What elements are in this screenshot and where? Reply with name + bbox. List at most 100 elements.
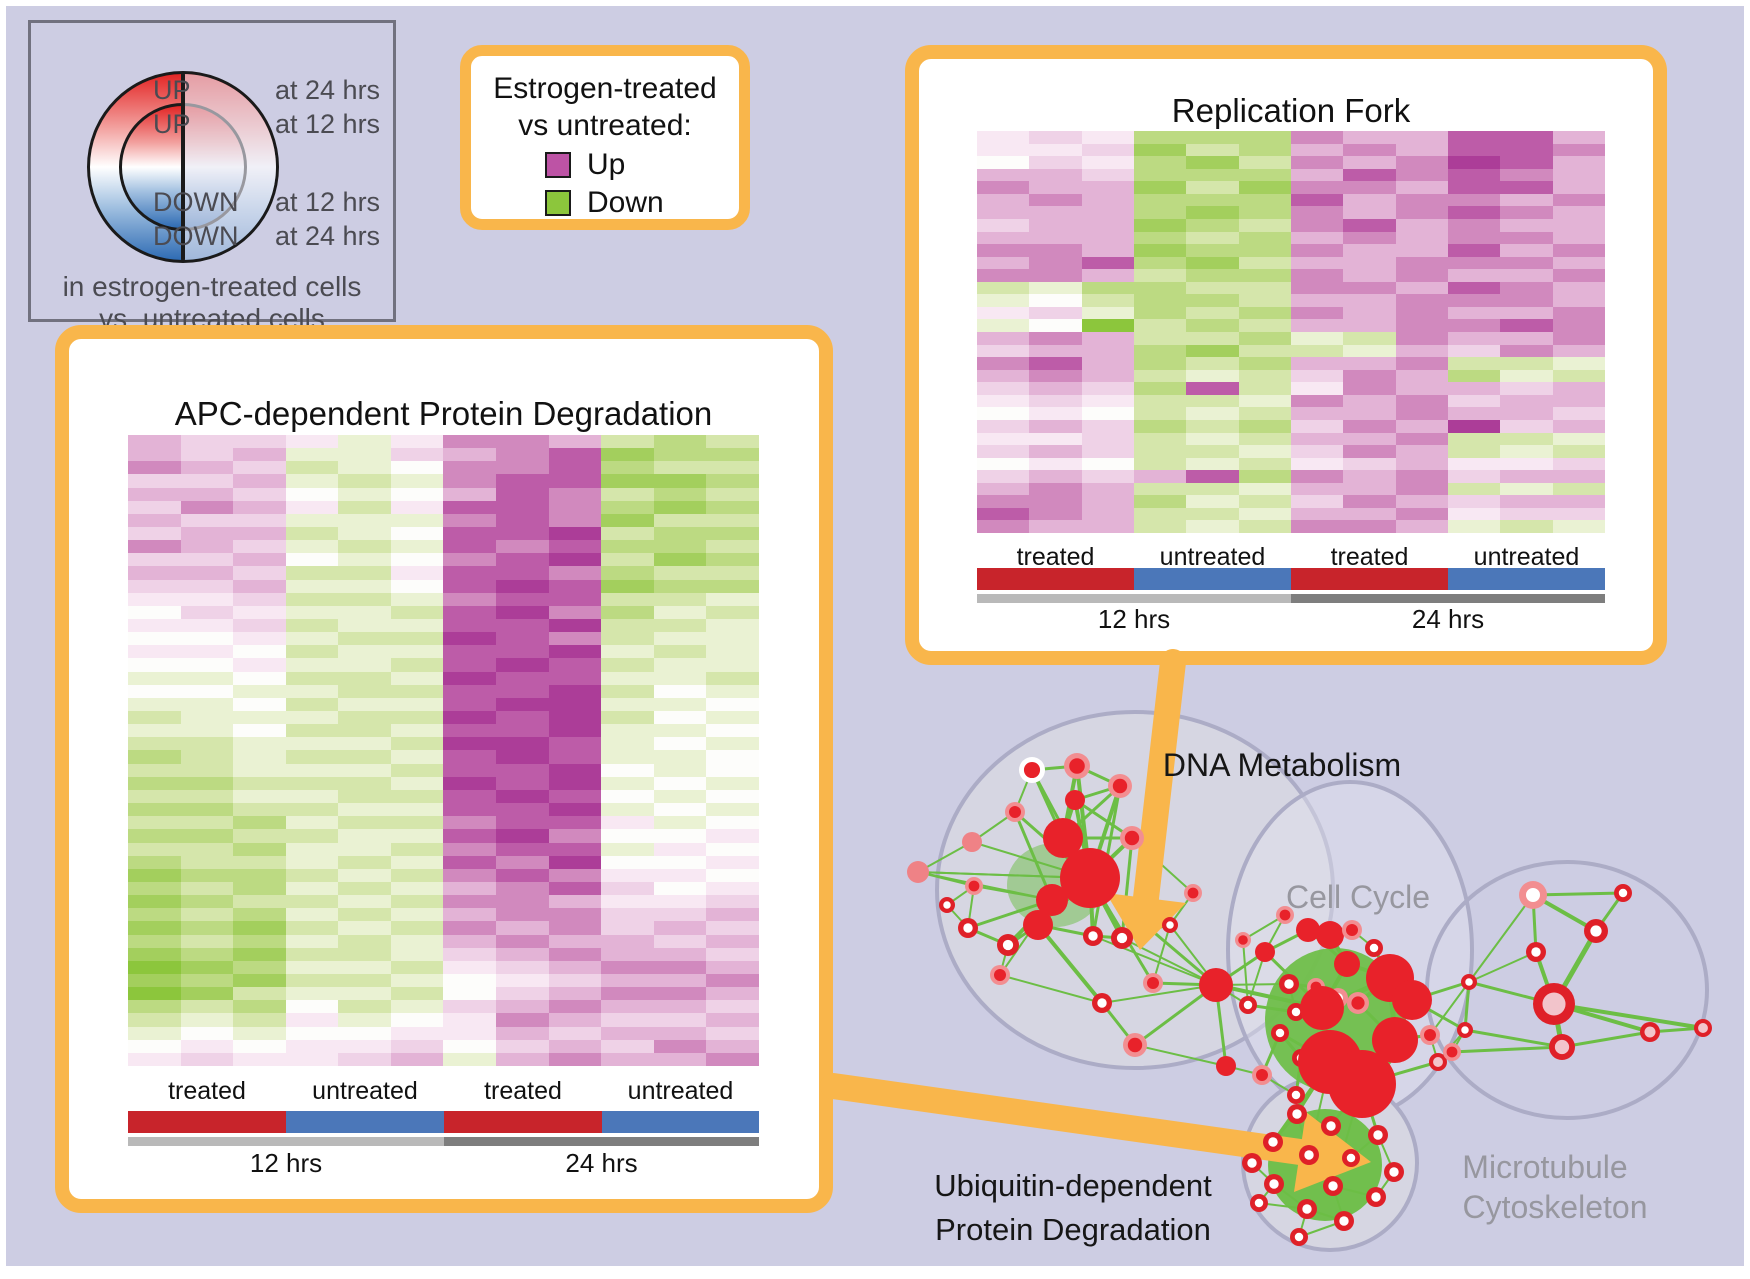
- heatmap-cell: [233, 448, 286, 462]
- heatmap-cell: [180, 829, 234, 843]
- heatmap-cell: [338, 763, 391, 777]
- gene-node: [1302, 1204, 1312, 1214]
- gene-node: [907, 861, 929, 883]
- heatmap-cell: [1238, 218, 1291, 232]
- heatmap-cell: [1343, 407, 1396, 420]
- heatmap-cell: [1081, 231, 1134, 245]
- heatmap-cell: [233, 1026, 286, 1040]
- heatmap-cell: [443, 632, 497, 646]
- heatmap-cell: [443, 658, 497, 672]
- cluster-label: Cytoskeleton: [1463, 1189, 1648, 1225]
- heatmap-cell: [1029, 156, 1082, 169]
- heatmap-cell: [1552, 507, 1605, 521]
- heatmap-cell: [653, 579, 707, 593]
- heatmap-cell: [390, 947, 444, 961]
- heatmap-cell: [1186, 394, 1239, 408]
- heatmap-cell: [706, 763, 759, 777]
- heatmap-cell: [233, 803, 286, 817]
- heatmap-cell: [1395, 231, 1448, 245]
- heatmap-cell: [285, 1052, 339, 1066]
- heatmap-cell: [1186, 319, 1239, 332]
- heatmap-cell: [653, 816, 707, 830]
- heatmap-cell: [496, 684, 549, 698]
- ring-legend-box: UP at 24 hrs UP at 12 hrs DOWN at 12 hrs…: [28, 20, 396, 334]
- heatmap-cell: [653, 684, 707, 698]
- heatmap-cell: [1133, 256, 1187, 270]
- heatmap-cell: [1395, 344, 1448, 358]
- gene-node: [1618, 888, 1628, 898]
- heatmap-cell: [601, 987, 654, 1001]
- heatmap-cell: [1029, 319, 1082, 332]
- heatmap-cell: [338, 671, 391, 685]
- heatmap-cell: [1290, 445, 1344, 458]
- heatmap-cell: [390, 592, 444, 606]
- heatmap-cell: [1500, 357, 1553, 370]
- heatmap-cell: [1395, 206, 1448, 219]
- heatmap-cell: [180, 750, 234, 764]
- heatmap-cell: [653, 724, 707, 738]
- heatmap-cell: [1343, 131, 1396, 144]
- heatmap-cell: [1238, 344, 1291, 358]
- heatmap-cell: [338, 684, 391, 698]
- heatmap-cell: [1290, 507, 1344, 521]
- heatmap-cell: [977, 206, 1030, 219]
- heatmap-cell: [338, 448, 391, 462]
- heatmap-cell: [601, 921, 654, 935]
- heatmap-cell: [338, 513, 391, 528]
- heatmap-cell: [706, 645, 759, 659]
- heatmap-cell: [128, 684, 181, 698]
- heatmap-cell: [1552, 457, 1605, 471]
- heatmap-cell: [1133, 206, 1187, 219]
- heatmap-cell: [706, 868, 759, 882]
- heatmap-cell: [1081, 457, 1134, 471]
- gene-node: [1392, 980, 1432, 1020]
- heatmap-cell: [1447, 382, 1501, 395]
- gene-node: [1300, 986, 1344, 1030]
- heatmap-cell: [1552, 143, 1605, 157]
- heatmap-cell: [1238, 193, 1291, 207]
- heatmap-cell: [496, 605, 549, 620]
- heatmap-cell: [1029, 332, 1082, 345]
- heatmap-cell: [390, 1000, 444, 1014]
- heatmap-cell: [1238, 332, 1291, 345]
- heatmap-cell: [390, 855, 444, 869]
- heatmap-cell: [548, 934, 602, 948]
- heatmap-cell: [338, 803, 391, 817]
- heatmap-cell: [706, 461, 759, 475]
- heatmap-cell: [233, 1013, 286, 1027]
- heatmap-cell: [1447, 256, 1501, 270]
- heatmap-cell: [1395, 244, 1448, 257]
- heatmap-cell: [977, 344, 1030, 358]
- network-edge: [1468, 894, 1534, 983]
- heatmap-cell: [233, 855, 286, 869]
- heatmap-cell: [601, 448, 654, 462]
- heatmap-cell: [653, 934, 707, 948]
- heatmap-cell: [443, 881, 497, 896]
- heatmap-cell: [653, 776, 707, 790]
- heatmap-cell: [285, 1039, 339, 1053]
- heatmap-cell: [233, 474, 286, 488]
- heatmap-cell: [390, 645, 444, 659]
- heatmap-cell: [601, 540, 654, 554]
- heatmap-cell: [1238, 382, 1291, 395]
- cluster-label: Microtubule: [1462, 1149, 1627, 1185]
- heatmap-cell: [1447, 482, 1501, 496]
- heatmap-cell: [548, 1000, 602, 1014]
- heatmap-cell: [1500, 131, 1553, 144]
- heatmap-cell: [1395, 382, 1448, 395]
- heatmap-cell: [338, 1026, 391, 1040]
- heatmap-cell: [653, 697, 707, 712]
- heatmap-cell: [443, 553, 497, 567]
- heatmap-cell: [1081, 218, 1134, 232]
- heatmap-cell: [338, 711, 391, 725]
- heatmap-cell: [1029, 244, 1082, 257]
- heatmap-cell: [706, 908, 759, 922]
- heatmap-cell: [338, 750, 391, 764]
- heatmap-cell: [1186, 432, 1239, 446]
- heatmap-cell: [977, 482, 1030, 496]
- heatmap-cell: [338, 658, 391, 672]
- heatmap-cell: [443, 487, 497, 501]
- gene-node: [994, 969, 1006, 981]
- heatmap-cell: [1500, 218, 1553, 232]
- heatmap-cell: [1186, 156, 1239, 169]
